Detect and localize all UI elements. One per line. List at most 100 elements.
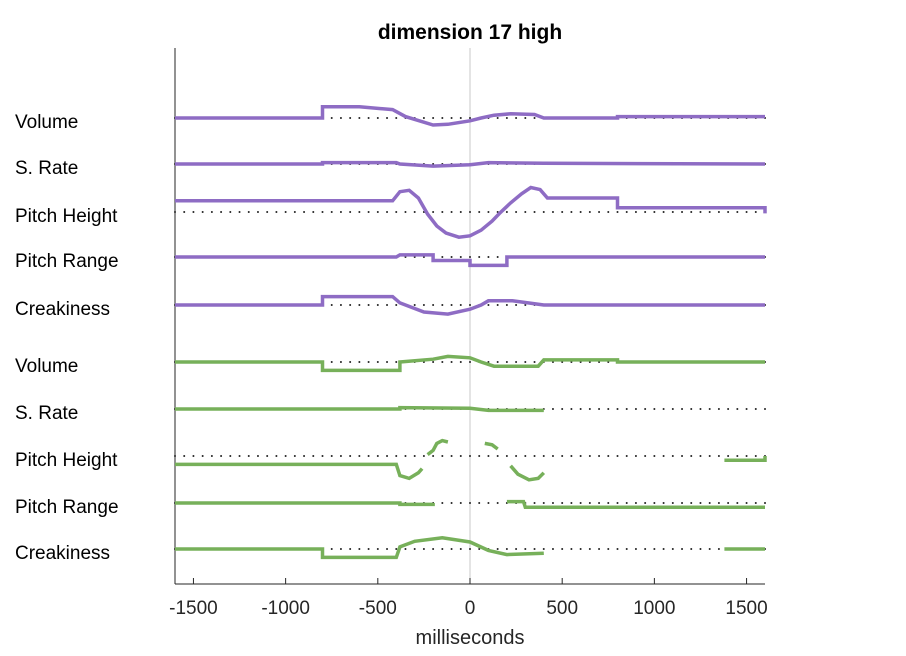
baseline-dot [634,455,637,457]
baseline-dot [681,211,684,213]
baseline-dot [450,361,453,363]
baseline-dot [764,502,766,504]
baseline-dot [432,211,435,213]
baseline-dot [432,361,435,363]
baseline-dot [598,211,601,213]
baseline-dot [524,117,527,119]
baseline-dot [376,211,379,213]
baseline-dot [321,455,324,457]
baseline-dot [607,502,610,504]
baseline-dot [404,211,407,213]
baseline-dot [736,502,739,504]
baseline-dot [256,211,259,213]
baseline-dot [386,455,389,457]
x-tick-label: -1500 [169,598,218,619]
baseline-dot [607,211,610,213]
baseline-dot [542,548,545,550]
baseline-dot [598,548,601,550]
baseline-dot [395,211,398,213]
baseline-dot [561,408,564,410]
baseline-dot [293,211,296,213]
baseline-dot [634,548,637,550]
series-lines [175,105,767,560]
baseline-dot [459,256,462,258]
baseline-dot [505,211,508,213]
baseline-dot [330,548,333,550]
baseline-dot [653,211,656,213]
baseline-dot [210,455,213,457]
baseline-dot [717,211,720,213]
baseline-dot [469,502,471,504]
x-tick-label: 500 [546,598,578,619]
baseline-dot [247,211,250,213]
baseline-dot [653,455,656,457]
x-axis-ticks: -1500 -1000 -500 0 500 1000 1500 [169,578,768,619]
row-label: Volume [15,356,78,377]
baseline-dot [708,408,711,410]
chart-title: dimension 17 high [378,21,562,44]
baseline-dot [496,304,499,306]
baseline-dot [395,304,398,306]
baseline-dot [727,455,730,457]
baseline-dot [551,502,554,504]
baseline-dot [524,548,527,550]
baseline-dot [681,455,684,457]
baseline-dot [699,455,702,457]
baseline-dot [671,548,674,550]
baseline-dot [469,304,471,306]
baseline-dot [478,502,481,504]
baseline-dot [745,211,748,213]
baseline-dot [551,455,554,457]
baseline-dot [459,361,462,363]
baseline-dot [505,117,508,119]
baseline-dot [330,361,333,363]
baseline-dot [349,361,352,363]
x-axis-label: milliseconds [416,627,525,649]
series-line [175,160,766,168]
series-line [175,536,544,560]
baseline-dot [303,211,306,213]
baseline-dot [376,117,379,119]
baseline-dot [598,408,601,410]
baseline-dot [561,502,564,504]
baseline-dot [588,502,591,504]
baseline-dot [256,455,259,457]
baseline-dot [579,211,582,213]
baseline-dot [579,548,582,550]
baseline-dot [386,548,389,550]
baseline-dot [533,117,536,119]
baseline-dot [561,455,564,457]
series-line [175,462,424,481]
baseline-dot [561,211,564,213]
baseline-dot [588,211,591,213]
baseline-dot [607,455,610,457]
baseline-dot [690,408,693,410]
baseline-dot [450,548,453,550]
baseline-dot [754,502,757,504]
baseline-dot [662,502,665,504]
row-label: S. Rate [15,403,78,424]
row-label: S. Rate [15,158,78,179]
baseline-dot [533,502,536,504]
baseline-dot [625,211,628,213]
baseline-dot [192,455,195,457]
baseline-dot [386,304,389,306]
baseline-dot [496,361,499,363]
baseline-dot [745,455,748,457]
baseline-dot [588,455,591,457]
baseline-dot [422,548,425,550]
baseline-dot [671,455,674,457]
baseline-dot [644,548,647,550]
baseline-dot [745,502,748,504]
baseline-dot [293,455,296,457]
baseline-dot [321,211,324,213]
baseline-dot [515,548,518,550]
baseline-dot [598,502,601,504]
baseline-dot [533,455,536,457]
baseline-dot [736,211,739,213]
baseline-dot [358,548,361,550]
baseline-dot [376,455,379,457]
baseline-dot [533,548,536,550]
baseline-dot [524,361,527,363]
baseline-dot [653,408,656,410]
